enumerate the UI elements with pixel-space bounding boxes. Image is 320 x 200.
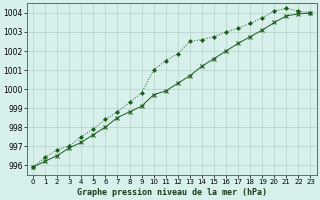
X-axis label: Graphe pression niveau de la mer (hPa): Graphe pression niveau de la mer (hPa) [77,188,267,197]
